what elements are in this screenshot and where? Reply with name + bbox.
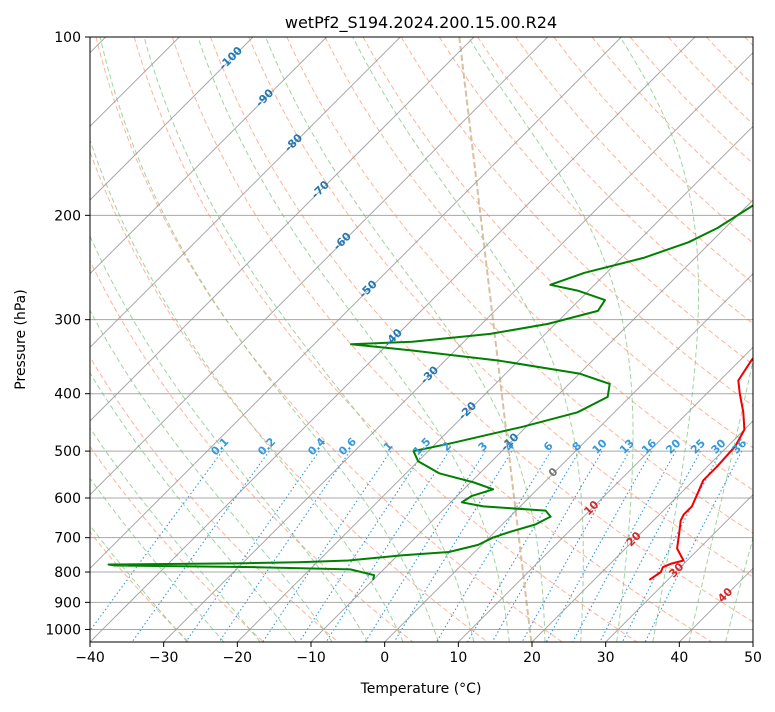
y-tick-label: 900 <box>54 595 81 611</box>
y-tick-label: 1000 <box>45 622 81 638</box>
x-tick-label: 10 <box>449 650 467 666</box>
y-tick-label: 800 <box>54 565 81 581</box>
y-tick-label: 100 <box>54 30 81 46</box>
x-tick-label: 30 <box>597 650 615 666</box>
y-tick-label: 700 <box>54 531 81 547</box>
x-tick-label: −10 <box>296 650 326 666</box>
y-axis-label: Pressure (hPa) <box>13 289 29 389</box>
y-tick-label: 500 <box>54 444 81 460</box>
y-tick-label: 200 <box>54 208 81 224</box>
x-tick-label: −40 <box>75 650 105 666</box>
x-tick-label: 20 <box>523 650 541 666</box>
y-tick-label: 600 <box>54 491 81 507</box>
y-tick-label: 300 <box>54 313 81 329</box>
chart-title: wetPf2_S194.2024.200.15.00.R24 <box>285 13 557 33</box>
y-tick-label: 400 <box>54 387 81 403</box>
x-axis-label: Temperature (°C) <box>360 681 482 697</box>
x-tick-label: −30 <box>149 650 179 666</box>
x-tick-label: 40 <box>670 650 688 666</box>
x-tick-label: 0 <box>380 650 389 666</box>
x-tick-label: 50 <box>744 650 762 666</box>
x-tick-label: −20 <box>223 650 253 666</box>
